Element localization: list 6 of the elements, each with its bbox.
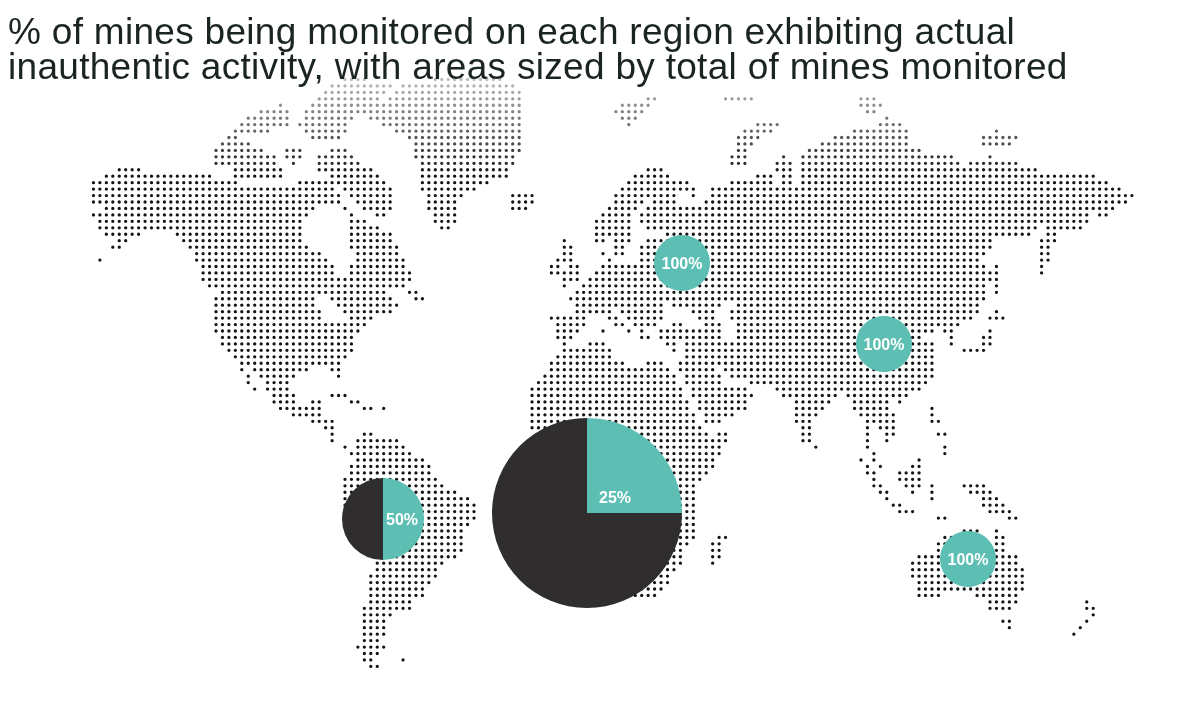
data-label: 50% bbox=[385, 510, 419, 528]
data-label: 100% bbox=[947, 550, 989, 568]
chart-title: % of mines being monitored on each region exhibiting actual inauthentic activity, with areas sized by total of mines monitored bbox=[8, 11, 1069, 87]
data-label: 100% bbox=[661, 254, 703, 272]
data-label: 25% bbox=[598, 488, 632, 506]
data-label: 100% bbox=[863, 335, 905, 353]
